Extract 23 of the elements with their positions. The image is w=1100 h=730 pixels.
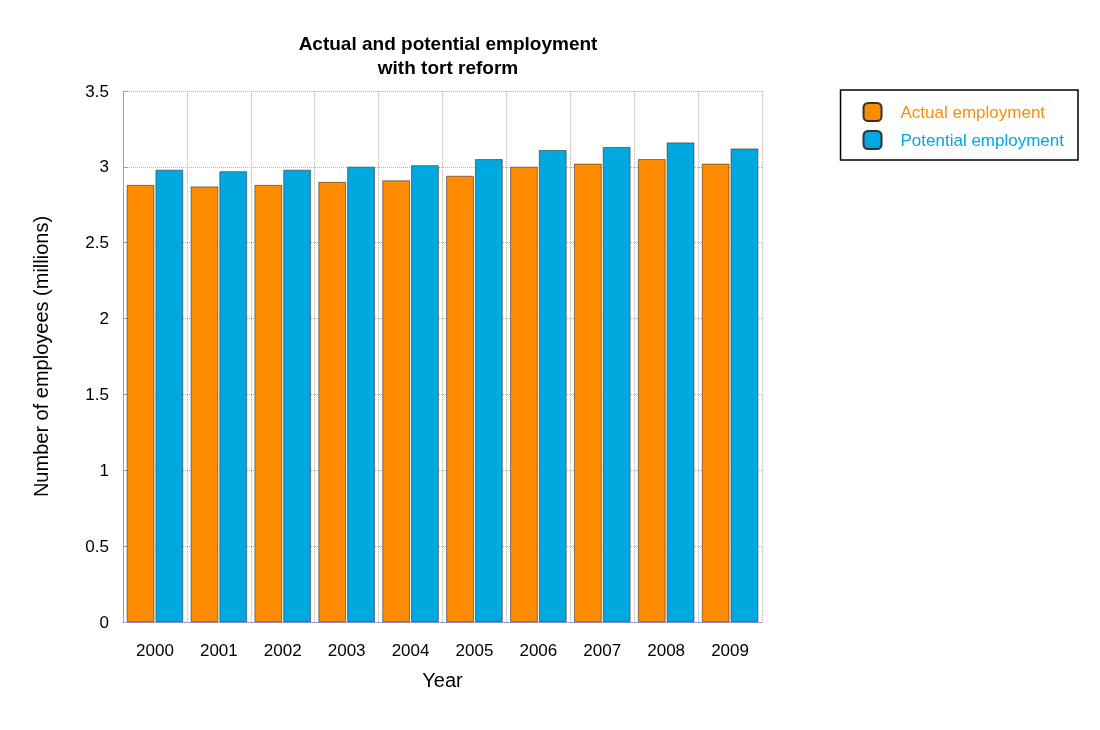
chart-title: Actual and potential employment with tort reform bbox=[298, 32, 599, 78]
x-tick-label: 2005 bbox=[455, 641, 494, 660]
y-axis-title: Number of employees (millions) bbox=[30, 215, 52, 498]
legend-label: Potential employment bbox=[900, 130, 1065, 150]
x-tick-label: 2007 bbox=[583, 641, 622, 660]
legend-label: Actual employment bbox=[900, 102, 1046, 122]
y-tick-label: 2.5 bbox=[85, 233, 109, 253]
x-tick-label: 2001 bbox=[199, 641, 238, 660]
x-tick-label: 2002 bbox=[263, 641, 302, 660]
y-tick-label: 0 bbox=[99, 612, 109, 632]
y-tick-label: 1 bbox=[99, 460, 109, 480]
y-tick-label: 3 bbox=[99, 157, 109, 177]
y-tick-label: 3.5 bbox=[85, 81, 109, 101]
y-tick-label: 2 bbox=[99, 309, 109, 329]
y-tick-label: 1.5 bbox=[85, 384, 109, 404]
x-axis-title: Year bbox=[422, 669, 464, 691]
x-tick-label: 2003 bbox=[327, 641, 366, 660]
x-tick-label: 2004 bbox=[391, 641, 430, 660]
x-tick-label: 2006 bbox=[519, 641, 558, 660]
x-tick-label: 2009 bbox=[711, 641, 749, 660]
x-tick-label: 2008 bbox=[647, 641, 686, 660]
x-tick-label: 2000 bbox=[136, 641, 174, 660]
y-tick-label: 0.5 bbox=[85, 536, 109, 556]
